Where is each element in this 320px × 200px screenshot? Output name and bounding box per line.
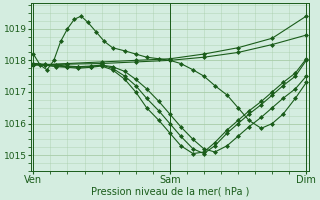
X-axis label: Pression niveau de la mer( hPa ): Pression niveau de la mer( hPa ) [91,187,249,197]
